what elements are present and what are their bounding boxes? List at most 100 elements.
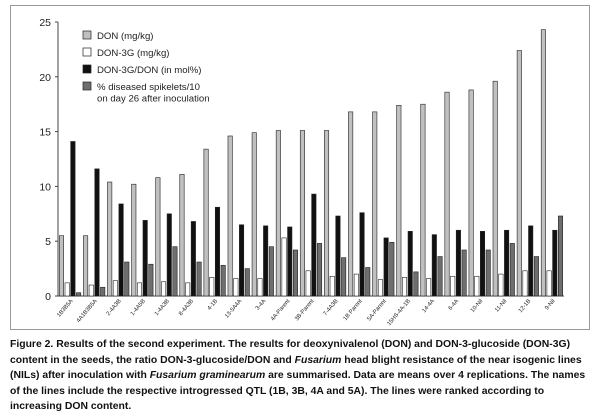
x-tick-label: 9-Nil (544, 298, 556, 311)
bar-series-2 (377, 279, 383, 297)
x-tick-label: 1-4A5B (130, 298, 147, 317)
bar-series-2 (112, 280, 118, 297)
bar-series-4 (292, 249, 298, 297)
bar-series-4 (76, 292, 82, 297)
bar-series-4 (244, 268, 250, 297)
caption-italic-species: Fusarium graminearum (149, 370, 266, 381)
legend-label: DON (mg/kg) (97, 31, 154, 42)
bar-series-3 (311, 193, 317, 297)
x-tick-label: 11-Nil (494, 298, 508, 313)
bar-series-2 (426, 278, 432, 297)
bar-series-1 (299, 130, 305, 297)
caption-italic-fusarium: Fusarium (294, 354, 342, 366)
bar-series-1 (444, 91, 450, 297)
x-tick-label: 4-1B (207, 298, 220, 311)
y-tick-label: 0 (45, 291, 51, 303)
y-tick-label: 25 (39, 17, 51, 29)
x-tick-label: 1-4A3B (154, 298, 171, 317)
bar-series-1 (324, 130, 330, 297)
x-tick-label: 12-1B (518, 298, 533, 314)
bar-series-4 (533, 256, 539, 297)
bar-series-4 (220, 265, 226, 297)
bar-series-4 (437, 256, 443, 297)
x-axis-labels: 1B3B5A 4A1B3B5A 2-4A3B 1-4A5B 1-4A3B 8-4A3B 4-… (56, 298, 556, 327)
bar-series-4 (389, 241, 395, 297)
bar-series-1 (420, 103, 426, 297)
x-tick-label: 1B3B5A (56, 298, 74, 318)
bar-series-4 (100, 286, 106, 297)
bar-series-2 (305, 270, 311, 297)
bar-series-3 (431, 234, 437, 297)
bar-series-1 (83, 235, 89, 297)
bar-series-2 (161, 281, 167, 297)
bar-series-2 (281, 237, 287, 297)
bar-series-3 (263, 225, 269, 297)
legend-label-line: on day 26 after inoculation (97, 94, 210, 105)
bar-series-4 (461, 249, 467, 297)
bar-series-3 (504, 229, 510, 297)
legend-swatch (82, 30, 92, 40)
x-tick-label: 13-5A4A (224, 298, 243, 319)
x-tick-label: 10-Nil (470, 298, 484, 313)
x-tick-label: 4A1B3B5A (76, 298, 99, 324)
bar-series-3 (166, 213, 172, 297)
legend-label: % diseased spikelets/10 on day 26 after i… (97, 82, 210, 105)
figure-caption: Figure 2. Results of the second experime… (10, 337, 590, 415)
x-tick-label: 2-4A3B (106, 298, 123, 317)
legend-swatch (82, 81, 92, 91)
bar-series-2 (257, 278, 263, 297)
bar-series-1 (203, 148, 209, 297)
bar-series-3 (239, 224, 245, 297)
y-tick-label: 10 (39, 181, 51, 193)
bar-series-2 (64, 282, 70, 297)
bars (58, 29, 564, 297)
bar-series-1 (107, 181, 113, 297)
bar-series-2 (474, 275, 480, 297)
bar-series-2 (450, 275, 456, 297)
x-tick-label: 7-4A3B (323, 298, 340, 317)
x-tick-label: 15HS-4A-1B (386, 298, 412, 327)
bar-series-1 (372, 111, 378, 297)
x-tick-label: 8-4A3B (178, 298, 195, 317)
x-tick-label: 6-4A (448, 298, 461, 311)
bar-series-3 (455, 229, 461, 297)
legend-label-line: % diseased spikelets/10 (97, 82, 200, 93)
bar-series-4 (341, 257, 347, 297)
bar-series-1 (396, 104, 402, 297)
legend: DON (mg/kg) DON-3G (mg/kg) DON-3G/DON (in … (82, 30, 210, 105)
bar-series-3 (407, 231, 413, 297)
bar-series-2 (209, 277, 215, 297)
bar-series-2 (546, 270, 552, 297)
y-tick-label: 20 (39, 72, 51, 84)
bar-series-4 (172, 246, 178, 297)
bar-series-1 (492, 80, 498, 297)
legend-label-line: DON-3G/DON (in mol%) (97, 65, 201, 76)
y-tick-label: 15 (39, 127, 51, 139)
bar-series-1 (516, 50, 522, 297)
legend-swatch (82, 64, 92, 74)
x-tick-label: 3B-Parent (294, 298, 316, 322)
y-tick-label: 5 (45, 236, 51, 248)
bar-series-4 (196, 261, 202, 297)
bar-series-4 (268, 246, 274, 297)
y-axis: 0 5 10 15 20 25 (39, 17, 564, 303)
bar-series-2 (353, 273, 359, 297)
bar-series-3 (552, 229, 558, 297)
bar-series-2 (136, 282, 142, 297)
bar-series-1 (348, 111, 354, 297)
bar-series-3 (528, 225, 534, 297)
bar-series-2 (329, 275, 335, 297)
bar-series-1 (131, 183, 137, 297)
bar-series-3 (383, 237, 389, 297)
legend-label: DON-3G (mg/kg) (97, 48, 170, 59)
bar-series-1 (155, 177, 161, 297)
bar-series-4 (485, 249, 491, 297)
bar-series-2 (402, 277, 408, 297)
bar-series-1 (227, 135, 233, 297)
bar-series-3 (359, 212, 365, 297)
chart-panel: 0 5 10 15 20 25 1B3B5A 4A1B3B5A 2-4A3B 1-4A5B 1-4… (10, 5, 590, 330)
bar-series-3 (94, 168, 100, 297)
bar-series-3 (142, 220, 148, 297)
bar-series-3 (335, 215, 341, 297)
bar-series-3 (480, 231, 486, 297)
